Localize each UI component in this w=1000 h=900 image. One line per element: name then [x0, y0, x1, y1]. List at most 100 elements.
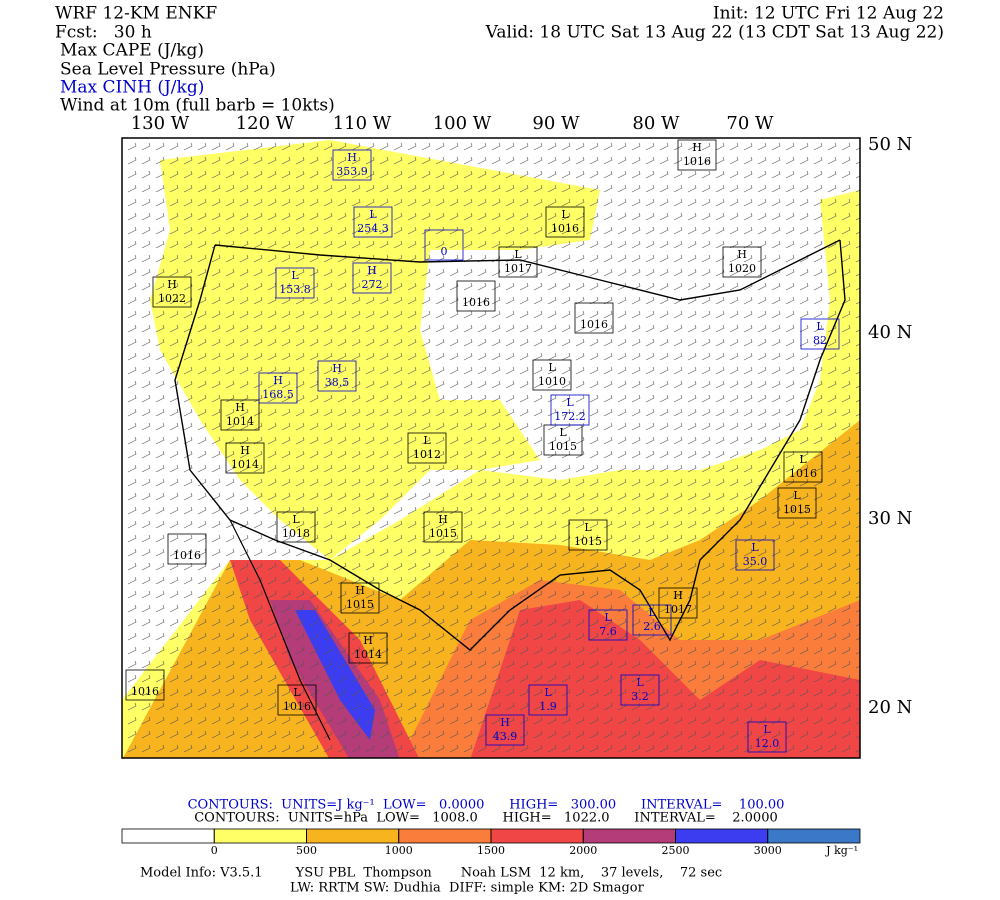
longitude-label: 80 W: [632, 113, 680, 134]
pressure-center-kind: L: [293, 686, 301, 699]
pressure-center-value: 1016: [173, 549, 201, 562]
pressure-center-kind: L: [548, 361, 556, 374]
cinh-center-box: [747, 721, 787, 753]
field-name: Wind at 10m (full barb = 10kts): [60, 96, 335, 116]
pressure-center-value: 1016: [789, 467, 817, 480]
longitude-label: 130 W: [131, 113, 190, 134]
cinh-center-kind: L: [566, 396, 574, 409]
longitude-label: 120 W: [236, 113, 295, 134]
model-title: WRF 12-KM ENKF: [55, 4, 217, 24]
pressure-center-value: 1020: [728, 262, 756, 275]
field-name: Max CAPE (J/kg): [60, 41, 204, 61]
cinh-center-kind: H: [273, 374, 283, 387]
cinh-center-value: 38.5: [325, 376, 350, 389]
valid-time: Valid: 18 UTC Sat 13 Aug 22 (13 CDT Sat …: [485, 23, 944, 43]
cinh-center-kind: L: [648, 606, 656, 619]
cinh-center-value: 35.0: [743, 555, 768, 568]
cinh-center-value: 254.3: [357, 222, 389, 235]
pressure-center-value: 1014: [354, 648, 382, 661]
cinh-center-box: [352, 262, 392, 294]
cinh-center-box: [332, 149, 372, 181]
colorbar-swatch: [306, 828, 400, 844]
cinh-center-box: [588, 609, 628, 641]
cinh-center-box: [735, 539, 775, 571]
pressure-center-box: [658, 587, 698, 619]
border: [214, 239, 841, 301]
pressure-center-value: 1015: [783, 503, 811, 516]
pressure-center-value: 1012: [413, 448, 441, 461]
longitude-label: 70 W: [726, 113, 774, 134]
colorbar-tick-label: 500: [296, 844, 317, 857]
cinh-center-kind: L: [604, 611, 612, 624]
colorbar: 0 500 1000 1500 2000 2500 3000 J kg⁻¹: [121, 828, 861, 857]
colorbar-tick-label: 0: [211, 844, 218, 857]
pressure-center-kind: L: [799, 453, 807, 466]
pressure-center-value: 1015: [429, 527, 457, 540]
pressure-center-kind: L: [561, 208, 569, 221]
pressure-center-kind: L: [584, 521, 592, 534]
cinh-center-value: 272: [362, 278, 383, 291]
pressure-center-kind: L: [423, 434, 431, 447]
pressure-center-box: [167, 533, 207, 565]
wind-barbs: [122, 138, 860, 758]
cinh-center-box: [528, 684, 568, 716]
cinh-center-box: [550, 394, 590, 426]
pressure-center-kind: H: [240, 444, 250, 457]
longitude-label: 110 W: [333, 113, 392, 134]
cinh-center-value: 0: [441, 245, 448, 258]
pressure-center-box: [545, 206, 585, 238]
colorbar-tick-label: 3000: [754, 844, 782, 857]
pressure-center-value: 1016: [551, 222, 579, 235]
pressure-center-value: 1015: [574, 535, 602, 548]
cinh-center-value: 172.2: [554, 410, 586, 423]
pressure-center-box: [220, 399, 260, 431]
pressure-center-box: [407, 432, 447, 464]
coastline: [229, 519, 331, 741]
pressure-center-box: [276, 511, 316, 543]
cinh-center-kind: L: [763, 723, 771, 736]
cinh-center-kind: L: [751, 541, 759, 554]
pressure-center-kind: L: [514, 248, 522, 261]
longitude-label: 100 W: [433, 113, 492, 134]
cinh-center-box: [620, 674, 660, 706]
pressure-center-kind: H: [167, 278, 177, 291]
latitude-label: 40 N: [868, 322, 912, 343]
cinh-center-kind: H: [332, 362, 342, 375]
cinh-center-kind: L: [369, 208, 377, 221]
pressure-center-kind: L: [793, 489, 801, 502]
cinh-center-box: [275, 267, 315, 299]
pressure-center-box: [722, 246, 762, 278]
pressure-center-value: 1016: [283, 700, 311, 713]
cinh-center-box: [353, 206, 393, 238]
field-name: Max CINH (J/kg): [60, 78, 204, 98]
pressure-center-value: 1022: [158, 292, 186, 305]
pressure-center-box: [340, 582, 380, 614]
pressure-center-box: [783, 451, 823, 483]
pressure-center-box: [677, 139, 717, 171]
map-frame: [121, 137, 861, 759]
pressure-center-box: [456, 280, 496, 312]
forecast-hour: Fcst: 30 h: [55, 23, 152, 43]
cinh-center-box: [800, 318, 840, 350]
pressure-center-kind: H: [737, 248, 747, 261]
pressure-center-box: [225, 442, 265, 474]
pressure-center-value: 1010: [538, 375, 566, 388]
slp-contour-info: CONTOURS: UNITS=hPa LOW= 1008.0 HIGH= 10…: [194, 811, 778, 826]
colorbar-swatch: [767, 828, 861, 844]
cinh-center-kind: H: [367, 264, 377, 277]
model-info: Model Info: V3.5.1 YSU PBL Thompson Noah…: [140, 866, 722, 881]
latitude-label: 50 N: [868, 134, 912, 155]
latitude-label: 30 N: [868, 508, 912, 529]
pressure-center-box: [152, 276, 192, 308]
cinh-center-value: 12.0: [755, 737, 780, 750]
cinh-center-value: 168.5: [262, 388, 294, 401]
colorbar-swatch: [398, 828, 492, 844]
cinh-center-kind: L: [636, 676, 644, 689]
pressure-center-box: [348, 632, 388, 664]
cinh-center-value: 1.9: [539, 700, 557, 713]
cinh-center-box: [317, 360, 357, 392]
field-name: Sea Level Pressure (hPa): [60, 60, 276, 80]
pressure-center-box: [574, 302, 614, 334]
pressure-center-value: 1015: [346, 598, 374, 611]
